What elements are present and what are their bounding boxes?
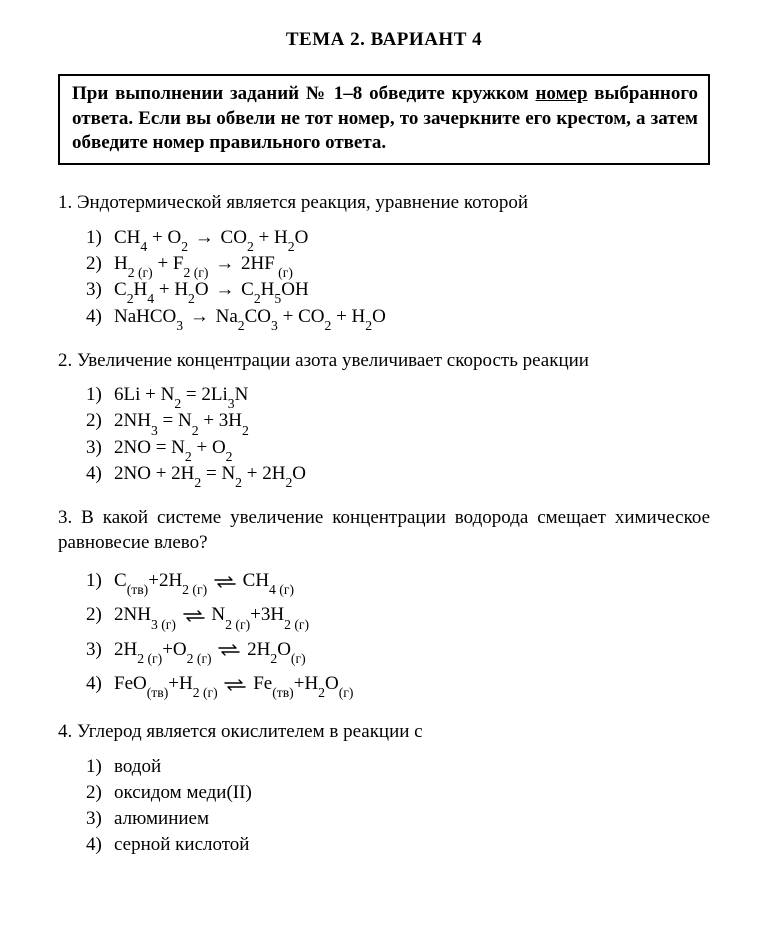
opt-text: 2NH3 = N2 + 3H2 bbox=[114, 409, 249, 433]
opt-number: 3) bbox=[86, 634, 114, 666]
equilibrium-arrow-icon bbox=[216, 643, 242, 657]
question-1-text: 1. Эндотермической является реакция, ура… bbox=[58, 191, 710, 215]
q3-opt-3: 3)2H2 (г)+O2 (г) 2H2O(г) bbox=[86, 634, 710, 666]
q1-opt-2: 2)H2 (г) + F2 (г) → 2HF (г) bbox=[86, 252, 710, 276]
question-2-text: 2. Увеличение концентрации азота увеличи… bbox=[58, 349, 710, 373]
equilibrium-arrow-icon bbox=[181, 609, 207, 623]
q1-opt-3: 3)C2H4 + H2O → C2H5OH bbox=[86, 278, 710, 302]
question-4-body: Углерод является окислителем в реакции с bbox=[77, 721, 423, 742]
q1-opt-4: 4)NaHCO3 → Na2CO3 + CO2 + H2O bbox=[86, 305, 710, 329]
question-1-body: Эндотермической является реакция, уравне… bbox=[77, 192, 528, 213]
question-1-num: 1. bbox=[58, 192, 72, 213]
opt-text: 2NO = N2 + O2 bbox=[114, 436, 233, 460]
q4-opt-1: 1)водой bbox=[86, 755, 710, 779]
opt-text: оксидом меди(II) bbox=[114, 781, 252, 805]
instructions-box: При выполнении заданий № 1–8 обведите кр… bbox=[58, 74, 710, 165]
question-1: 1. Эндотермической является реакция, ура… bbox=[58, 191, 710, 329]
opt-number: 2) bbox=[86, 781, 114, 805]
q2-opt-4: 4)2NO + 2H2 = N2 + 2H2O bbox=[86, 462, 710, 486]
q2-opt-1: 1)6Li + N2 = 2Li3N bbox=[86, 383, 710, 407]
opt-number: 2) bbox=[86, 599, 114, 631]
q3-opt-2: 2)2NH3 (г) N2 (г)+3H2 (г) bbox=[86, 599, 710, 631]
question-2-num: 2. bbox=[58, 350, 72, 371]
opt-text: 6Li + N2 = 2Li3N bbox=[114, 383, 248, 407]
q4-opt-3: 3)алюминием bbox=[86, 807, 710, 831]
equilibrium-arrow-icon bbox=[222, 678, 248, 692]
question-2-options: 1)6Li + N2 = 2Li3N 2)2NH3 = N2 + 3H2 3)2… bbox=[86, 383, 710, 486]
page-title: ТЕМА 2. ВАРИАНТ 4 bbox=[58, 28, 710, 52]
equilibrium-arrow-icon bbox=[212, 575, 238, 589]
question-4-options: 1)водой 2)оксидом меди(II) 3)алюминием 4… bbox=[86, 755, 710, 858]
question-1-options: 1)CH4 + O2 → CO2 + H2O 2)H2 (г) + F2 (г)… bbox=[86, 226, 710, 329]
opt-number: 3) bbox=[86, 436, 114, 460]
question-2-body: Увеличение концентрации азота увеличивае… bbox=[77, 350, 589, 371]
opt-text: серной кислотой bbox=[114, 833, 249, 857]
opt-text: C(тв)+2H2 (г) CH4 (г) bbox=[114, 565, 294, 597]
opt-text: CH4 + O2 → CO2 + H2O bbox=[114, 226, 308, 250]
question-3-options: 1)C(тв)+2H2 (г) CH4 (г) 2)2NH3 (г) N2 (г… bbox=[86, 565, 710, 700]
opt-number: 1) bbox=[86, 383, 114, 407]
opt-number: 3) bbox=[86, 807, 114, 831]
opt-number: 1) bbox=[86, 226, 114, 250]
opt-number: 4) bbox=[86, 833, 114, 857]
opt-text: NaHCO3 → Na2CO3 + CO2 + H2O bbox=[114, 305, 386, 329]
opt-text: C2H4 + H2O → C2H5OH bbox=[114, 278, 309, 302]
opt-text: 2NH3 (г) N2 (г)+3H2 (г) bbox=[114, 599, 309, 631]
q4-opt-2: 2)оксидом меди(II) bbox=[86, 781, 710, 805]
question-4-num: 4. bbox=[58, 721, 72, 742]
opt-number: 1) bbox=[86, 565, 114, 597]
q3-opt-1: 1)C(тв)+2H2 (г) CH4 (г) bbox=[86, 565, 710, 597]
question-3-num: 3. bbox=[58, 507, 72, 528]
q2-opt-3: 3)2NO = N2 + O2 bbox=[86, 436, 710, 460]
opt-number: 2) bbox=[86, 252, 114, 276]
opt-number: 4) bbox=[86, 462, 114, 486]
opt-number: 1) bbox=[86, 755, 114, 779]
question-3: 3. В какой системе увеличение концентрац… bbox=[58, 506, 710, 700]
q4-opt-4: 4)серной кислотой bbox=[86, 833, 710, 857]
instructions-underlined: номер bbox=[535, 83, 587, 104]
opt-text: 2H2 (г)+O2 (г) 2H2O(г) bbox=[114, 634, 306, 666]
opt-text: 2NO + 2H2 = N2 + 2H2O bbox=[114, 462, 306, 486]
opt-number: 4) bbox=[86, 668, 114, 700]
q1-opt-1: 1)CH4 + O2 → CO2 + H2O bbox=[86, 226, 710, 250]
q2-opt-2: 2)2NH3 = N2 + 3H2 bbox=[86, 409, 710, 433]
q3-opt-4: 4)FeO(тв)+H2 (г) Fe(тв)+H2O(г) bbox=[86, 668, 710, 700]
question-3-text: 3. В какой системе увеличение концентрац… bbox=[58, 506, 710, 555]
instructions-pre: При выполнении заданий № 1–8 обведите кр… bbox=[72, 83, 535, 104]
opt-text: H2 (г) + F2 (г) → 2HF (г) bbox=[114, 252, 293, 276]
opt-text: FeO(тв)+H2 (г) Fe(тв)+H2O(г) bbox=[114, 668, 353, 700]
opt-number: 4) bbox=[86, 305, 114, 329]
opt-number: 2) bbox=[86, 409, 114, 433]
question-4-text: 4. Углерод является окислителем в реакци… bbox=[58, 720, 710, 744]
question-3-body: В какой системе увеличение концентрации … bbox=[58, 507, 710, 552]
opt-number: 3) bbox=[86, 278, 114, 302]
opt-text: водой bbox=[114, 755, 161, 779]
question-4: 4. Углерод является окислителем в реакци… bbox=[58, 720, 710, 858]
question-2: 2. Увеличение концентрации азота увеличи… bbox=[58, 349, 710, 487]
opt-text: алюминием bbox=[114, 807, 209, 831]
